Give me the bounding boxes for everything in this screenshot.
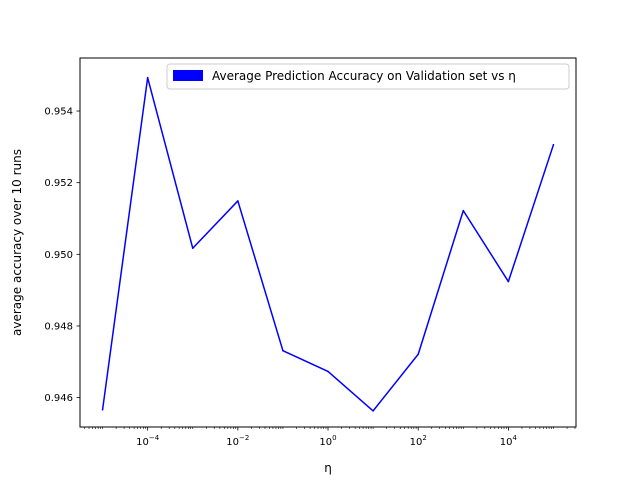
x-tick-label: 100: [319, 434, 336, 448]
y-tick-label: 0.954: [44, 107, 73, 118]
y-tick-label: 0.946: [44, 393, 73, 404]
data-point: [552, 143, 555, 146]
y-tick-label: 0.948: [44, 321, 73, 332]
x-tick-label: 10−2: [226, 434, 249, 448]
data-point: [507, 280, 510, 283]
x-axis-label: η: [324, 461, 332, 475]
x-tick-label: 10−4: [136, 434, 160, 448]
y-tick-label: 0.950: [44, 250, 73, 261]
legend-box: [166, 63, 570, 90]
legend-patch: [173, 70, 203, 81]
data-point: [372, 410, 374, 412]
data-point: [101, 409, 104, 411]
legend: Average Prediction Accuracy on Validatio…: [166, 63, 570, 90]
data-point: [417, 353, 420, 356]
y-tick-label: 0.952: [44, 178, 73, 189]
data-point: [146, 76, 149, 79]
data-point: [327, 370, 329, 373]
y-axis-label: average accuracy over 10 runs: [10, 149, 24, 336]
data-point: [191, 247, 194, 250]
x-tick-label: 102: [410, 434, 427, 448]
data-point: [282, 349, 284, 352]
x-tick-label: 104: [500, 434, 518, 448]
data-point: [237, 200, 239, 202]
legend-label: Average Prediction Accuracy on Validatio…: [212, 69, 516, 83]
data-point: [462, 209, 465, 212]
